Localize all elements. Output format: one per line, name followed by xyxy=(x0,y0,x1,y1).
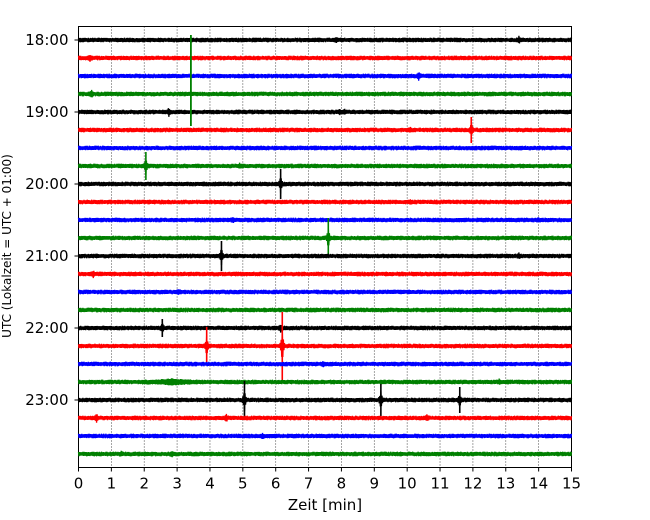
seismogram-trace xyxy=(77,225,573,246)
x-tick-label: 13 xyxy=(496,475,515,493)
seismogram-trace xyxy=(77,178,573,194)
seismogram-trace xyxy=(77,323,573,335)
seismogram-trace xyxy=(77,199,573,205)
x-axis-label: Zeit [min] xyxy=(288,496,362,514)
plot-frame xyxy=(78,26,572,468)
x-tick-label: 1 xyxy=(107,475,117,493)
seismogram-trace xyxy=(77,124,573,139)
y-tick-label: 20:00 xyxy=(25,175,68,193)
seismogram-trace xyxy=(77,413,573,423)
seismogram-trace xyxy=(77,89,573,98)
y-tick-label: 18:00 xyxy=(25,31,68,49)
seismogram-trace xyxy=(77,361,573,368)
x-axis-ticks: 0 1 2 3 4 5 6 7 8 9 10 11 12 13 14 15 xyxy=(74,467,581,493)
x-tick-label: 14 xyxy=(529,475,548,493)
seismogram-trace xyxy=(77,326,573,358)
seismogram-trace xyxy=(77,35,573,44)
seismogram-trace xyxy=(77,432,573,440)
x-tick-label: 8 xyxy=(337,475,347,493)
x-tick-label: 4 xyxy=(205,475,215,493)
seismogram-trace xyxy=(77,450,573,458)
x-tick-label: 2 xyxy=(139,475,149,493)
seismogram-trace xyxy=(77,249,573,266)
seismogram-trace xyxy=(77,390,573,412)
seismogram-trace xyxy=(77,270,573,279)
x-tick-label: 0 xyxy=(74,475,84,493)
y-tick-label: 23:00 xyxy=(25,391,68,409)
seismogram-trace xyxy=(77,378,573,386)
x-tick-label: 7 xyxy=(304,475,314,493)
seismogram-trace xyxy=(77,160,573,175)
seismogram-trace xyxy=(77,108,573,117)
x-tick-label: 12 xyxy=(463,475,482,493)
x-tick-label: 15 xyxy=(562,475,581,493)
x-tick-label: 3 xyxy=(172,475,182,493)
seismogram-trace xyxy=(77,289,573,295)
y-tick-label: 21:00 xyxy=(25,247,68,265)
x-tick-label: 5 xyxy=(238,475,248,493)
seismogram-trace xyxy=(77,307,573,313)
x-tick-label: 11 xyxy=(430,475,449,493)
x-tick-label: 6 xyxy=(271,475,281,493)
seismogram-trace xyxy=(77,55,573,62)
y-tick-label: 19:00 xyxy=(25,103,68,121)
seismogram-trace xyxy=(77,217,573,224)
seismogram-trace xyxy=(77,145,573,151)
x-tick-label: 9 xyxy=(370,475,380,493)
traces xyxy=(77,35,573,458)
y-tick-label: 22:00 xyxy=(25,319,68,337)
x-tick-label: 10 xyxy=(398,475,417,493)
y-axis-ticks: 18:00 19:00 20:00 21:00 22:00 23:00 xyxy=(25,31,79,409)
seismogram-trace xyxy=(77,72,573,81)
y-axis-label: UTC (Lokalzeit = UTC + 01:00) xyxy=(0,154,14,338)
